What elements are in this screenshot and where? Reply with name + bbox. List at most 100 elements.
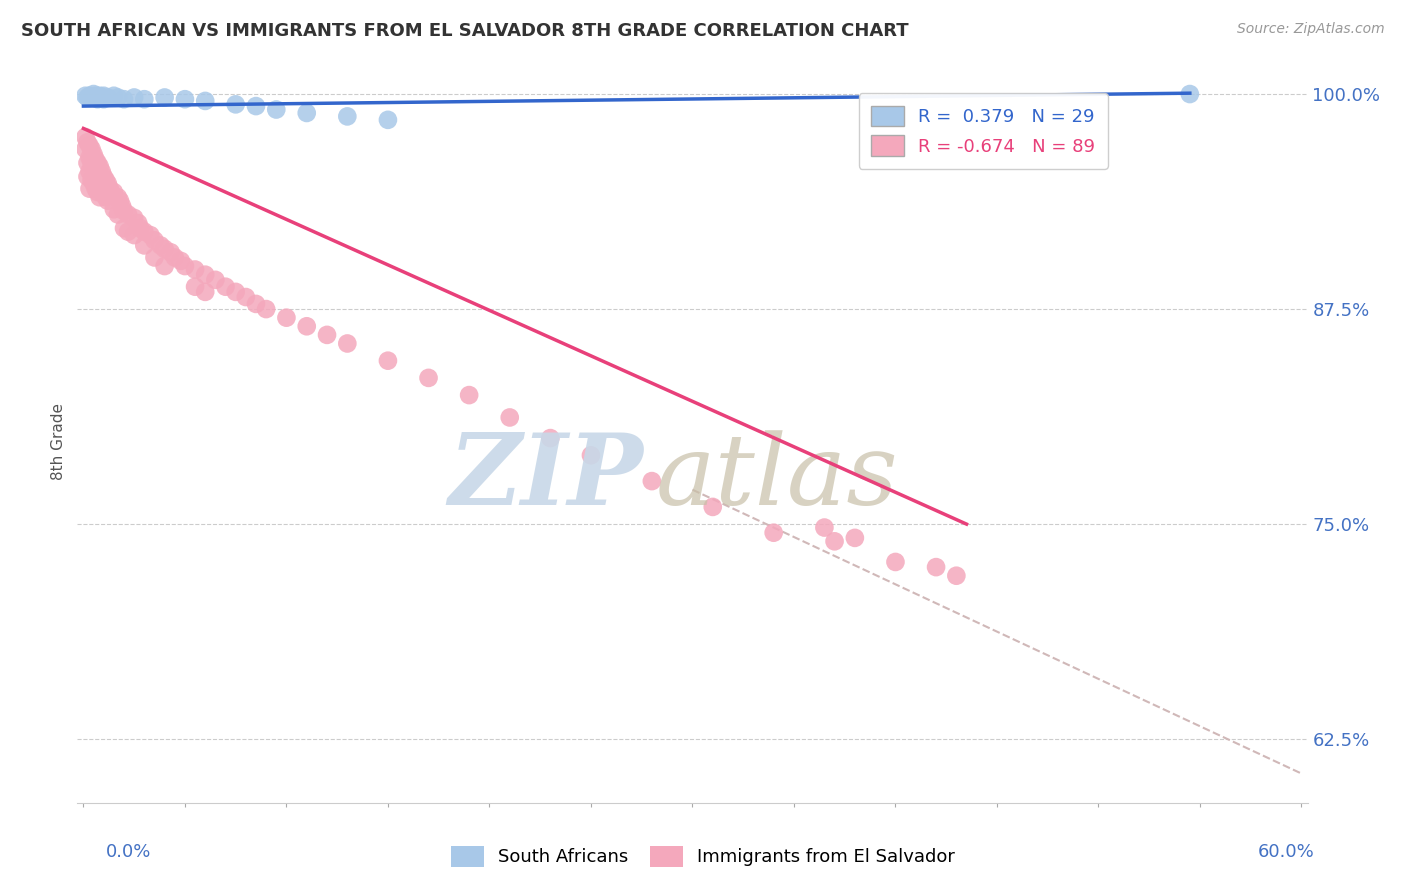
Point	[76, 156, 98, 170]
Point	[377, 112, 399, 127]
Point	[844, 531, 866, 545]
Point	[122, 211, 145, 225]
Point	[245, 297, 267, 311]
Point	[112, 92, 135, 106]
Point	[129, 221, 152, 235]
Point	[159, 245, 181, 260]
Point	[79, 138, 101, 153]
Point	[94, 190, 117, 204]
Point	[295, 106, 318, 120]
Point	[194, 94, 217, 108]
Point	[194, 268, 217, 282]
Point	[170, 253, 193, 268]
Point	[134, 225, 156, 239]
Point	[75, 88, 97, 103]
Point	[336, 109, 359, 123]
Point	[884, 555, 907, 569]
Point	[813, 520, 835, 534]
Point	[107, 207, 129, 221]
Point	[83, 147, 105, 161]
Point	[79, 88, 101, 103]
Point	[108, 194, 131, 208]
Point	[84, 164, 107, 178]
Point	[79, 164, 101, 178]
Point	[93, 186, 115, 201]
Point	[225, 97, 247, 112]
Point	[97, 90, 120, 104]
Point	[194, 285, 217, 299]
Point	[945, 568, 967, 582]
Point	[84, 182, 107, 196]
Point	[84, 153, 107, 167]
Point	[925, 560, 948, 574]
Text: 60.0%: 60.0%	[1258, 843, 1315, 861]
Point	[824, 534, 846, 549]
Point	[163, 251, 186, 265]
Point	[86, 92, 108, 106]
Point	[80, 173, 103, 187]
Point	[111, 199, 134, 213]
Point	[336, 336, 359, 351]
Point	[316, 327, 339, 342]
Point	[76, 90, 98, 104]
Point	[579, 448, 602, 462]
Point	[295, 319, 318, 334]
Point	[103, 88, 125, 103]
Point	[107, 90, 129, 104]
Point	[245, 99, 267, 113]
Point	[139, 228, 162, 243]
Point	[103, 185, 125, 199]
Point	[134, 92, 156, 106]
Point	[641, 474, 664, 488]
Point	[153, 259, 176, 273]
Point	[117, 207, 139, 221]
Point	[79, 182, 101, 196]
Point	[86, 185, 108, 199]
Point	[235, 290, 257, 304]
Point	[84, 88, 107, 103]
Point	[76, 169, 98, 184]
Point	[377, 353, 399, 368]
Point	[143, 233, 166, 247]
Point	[101, 186, 124, 201]
Point	[112, 204, 135, 219]
Point	[90, 164, 112, 178]
Point	[762, 525, 785, 540]
Point	[134, 238, 156, 252]
Text: 0.0%: 0.0%	[105, 843, 150, 861]
Point	[75, 142, 97, 156]
Point	[93, 169, 115, 184]
Point	[86, 90, 108, 104]
Text: SOUTH AFRICAN VS IMMIGRANTS FROM EL SALVADOR 8TH GRADE CORRELATION CHART: SOUTH AFRICAN VS IMMIGRANTS FROM EL SALV…	[21, 22, 908, 40]
Point	[83, 87, 105, 101]
Point	[80, 142, 103, 156]
Point	[122, 90, 145, 104]
Point	[94, 173, 117, 187]
Point	[83, 177, 105, 191]
Point	[225, 285, 247, 299]
Point	[122, 228, 145, 243]
Point	[90, 90, 112, 104]
Legend: R =  0.379   N = 29, R = -0.674   N = 89: R = 0.379 N = 29, R = -0.674 N = 89	[859, 93, 1108, 169]
Point	[89, 173, 111, 187]
Point	[83, 159, 105, 173]
Point	[89, 190, 111, 204]
Point	[93, 88, 115, 103]
Text: Source: ZipAtlas.com: Source: ZipAtlas.com	[1237, 22, 1385, 37]
Point	[1178, 87, 1201, 101]
Point	[97, 177, 120, 191]
Point	[89, 88, 111, 103]
Point	[97, 194, 120, 208]
Point	[153, 90, 176, 104]
Point	[214, 279, 236, 293]
Point	[276, 310, 298, 325]
Point	[127, 216, 149, 230]
Point	[174, 92, 197, 106]
Point	[86, 169, 108, 184]
Point	[103, 202, 125, 217]
Point	[184, 262, 207, 277]
Point	[112, 221, 135, 235]
Point	[153, 242, 176, 256]
Text: ZIP: ZIP	[449, 429, 644, 526]
Point	[184, 279, 207, 293]
